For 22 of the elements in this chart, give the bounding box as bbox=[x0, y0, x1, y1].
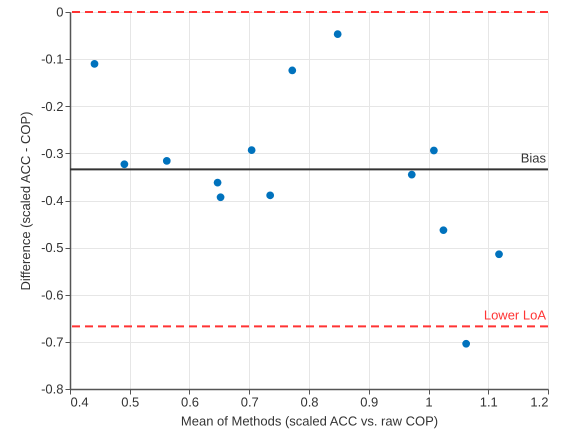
x-tick-label: 1 bbox=[425, 394, 433, 410]
y-tick-label: -0.2 bbox=[41, 98, 64, 114]
x-tick-label: 0.9 bbox=[360, 394, 378, 410]
ref-line-label: Bias bbox=[520, 150, 546, 166]
y-tick-label: -0.6 bbox=[41, 287, 64, 302]
x-tick-label: 0.8 bbox=[300, 394, 319, 410]
y-tick-label: 0 bbox=[56, 4, 64, 20]
y-tick-label: -0.7 bbox=[41, 334, 64, 350]
y-tick-label: -0.1 bbox=[41, 52, 64, 67]
x-tick-label: 0.6 bbox=[180, 394, 200, 410]
x-tick-label: 1.1 bbox=[480, 394, 498, 410]
y-tick-label: -0.3 bbox=[41, 146, 64, 161]
ref-line-label: Lower LoA bbox=[484, 307, 546, 322]
x-tick-label: 0.7 bbox=[240, 394, 259, 410]
y-tick-label: -0.4 bbox=[41, 193, 64, 208]
x-tick-label: 0.5 bbox=[121, 394, 140, 410]
x-tick-label: 1.2 bbox=[530, 394, 548, 410]
y-tick-label: -0.8 bbox=[41, 382, 64, 396]
y-axis-title: Difference (scaled ACC - COP) bbox=[18, 112, 34, 290]
x-axis-title: Mean of Methods (scaled ACC vs. raw COP) bbox=[180, 414, 438, 428]
x-tick-label: 0.4 bbox=[70, 394, 89, 410]
y-tick-label: -0.5 bbox=[41, 240, 64, 256]
